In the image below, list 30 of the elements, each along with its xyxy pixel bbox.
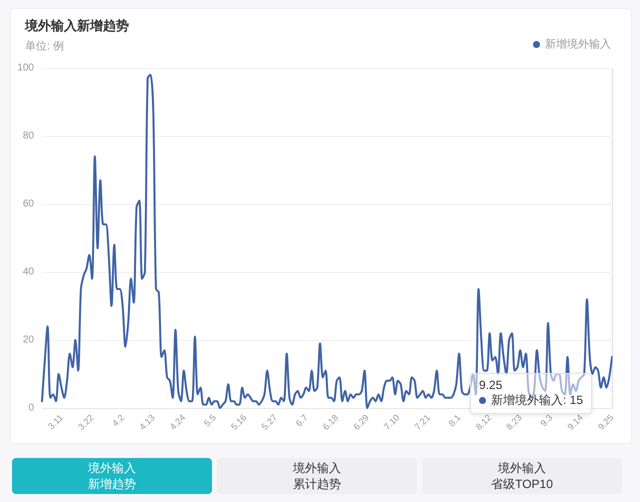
y-tick-label: 0 <box>28 402 34 414</box>
tab-button: 境外输入累计趋势 <box>217 458 417 494</box>
x-tick-label: 8.23 <box>504 412 524 432</box>
x-tick-label: 9.14 <box>566 412 585 432</box>
tab-button: 境外输入新增趋势 <box>12 458 212 494</box>
chart-title: 境外输入新增趋势 <box>24 18 129 33</box>
y-tick-label: 40 <box>22 266 34 278</box>
x-tick-label: 3.11 <box>46 412 65 432</box>
x-tick-label: 6.18 <box>320 412 340 432</box>
legend-label: 新增境外输入 <box>545 38 611 50</box>
x-tick-label: 5.5 <box>202 412 218 428</box>
annotation: 9.25 新增境外输入: 15 <box>478 378 583 409</box>
line-series <box>41 74 613 409</box>
x-tick-label: 8.12 <box>474 412 494 432</box>
tab-button: 境外输入省级TOP10 <box>422 458 622 494</box>
x-tick-label: 8.1 <box>446 412 463 428</box>
y-tick-label: 100 <box>17 62 34 74</box>
chart-subtitle: 单位: 例 <box>25 40 64 52</box>
x-tick-label: 7.21 <box>412 412 432 432</box>
x-tick-label: 4.13 <box>137 412 157 432</box>
x-tick-label: 9.3 <box>538 412 554 428</box>
x-tick-label: 4.2 <box>110 412 126 428</box>
y-tick-label: 20 <box>22 334 34 346</box>
x-tick-label: 7.10 <box>382 412 402 432</box>
x-tick-label: 6.29 <box>351 412 371 432</box>
x-tick-label: 3.22 <box>76 412 96 432</box>
x-tick-label: 6.7 <box>294 412 310 428</box>
y-tick-label: 80 <box>22 130 34 142</box>
x-tick-label: 4.24 <box>168 412 188 432</box>
y-tick-label: 60 <box>22 198 34 210</box>
